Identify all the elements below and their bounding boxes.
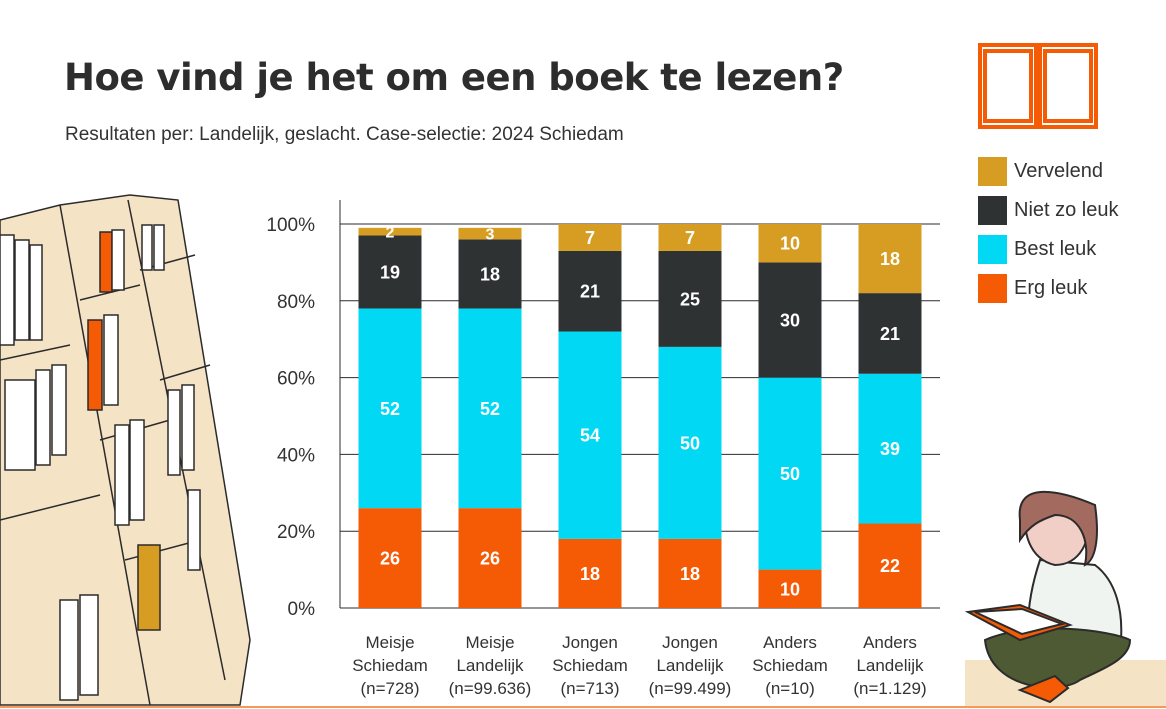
legend-label: Niet zo leuk [1014,199,1119,221]
x-tick-label: Schiedam [552,656,628,675]
data-label: 26 [480,549,500,569]
bar-segment [658,250,722,347]
bar-segment [658,346,722,539]
data-label: 2 [386,224,395,241]
x-tick-label: Jongen [562,633,618,652]
data-label: 7 [685,228,695,248]
data-label: 30 [780,310,800,330]
bottom-divider [0,706,1166,708]
x-tick-label: Jongen [662,633,718,652]
data-label: 50 [780,464,800,484]
legend-swatch [978,196,1007,225]
x-tick-label: (n=99.499) [649,679,732,698]
legend-item-niet-zo-leuk: Niet zo leuk [978,196,1119,225]
bar-segment [358,508,422,608]
y-tick-label: 40% [277,445,315,466]
bar-segment [358,235,422,309]
legend-label: Best leuk [1014,238,1097,260]
bar-segment [458,508,522,608]
data-label: 21 [580,282,600,302]
bar-segment [558,331,622,539]
bar-segment [358,227,422,236]
data-label: 26 [380,549,400,569]
data-label: 22 [880,556,900,576]
x-tick-label: (n=1.129) [853,679,926,698]
data-label: 21 [880,324,900,344]
x-tick-label: (n=713) [560,679,619,698]
x-tick-label: Landelijk [456,656,524,675]
data-label: 39 [880,439,900,459]
legend-item-best-leuk: Best leuk [978,235,1119,264]
data-label: 3 [486,226,495,243]
data-label: 25 [680,289,700,309]
bar-segment [758,262,822,378]
data-label: 18 [480,264,500,284]
legend-item-erg-leuk: Erg leuk [978,274,1119,303]
bar-segment [458,239,522,309]
page-subtitle: Resultaten per: Landelijk, geslacht. Cas… [65,124,624,145]
data-label: 50 [680,433,700,453]
bar-segment [758,569,822,608]
legend-item-vervelend: Vervelend [978,157,1119,186]
legend-label: Vervelend [1014,160,1103,182]
x-tick-label: Schiedam [352,656,428,675]
bookshelf-illustration [0,194,251,706]
bar-segment [658,224,722,251]
data-label: 18 [580,564,600,584]
page-title: Hoe vind je het om een boek te lezen? [64,56,844,99]
legend-swatch [978,157,1007,186]
x-tick-label: (n=99.636) [449,679,532,698]
data-label: 19 [380,262,400,282]
data-label: 18 [680,564,700,584]
bar-segment [558,250,622,332]
x-tick-label: Anders [863,633,917,652]
bar-segment [758,224,822,263]
legend-label: Erg leuk [1014,277,1088,299]
bar-segment [858,523,922,608]
bar-segment [858,224,922,294]
bar-segment [458,308,522,509]
x-tick-label: Landelijk [656,656,724,675]
bar-segment [358,308,422,509]
data-label: 10 [780,579,800,599]
x-tick-label: Meisje [465,633,514,652]
x-tick-label: Landelijk [856,656,924,675]
x-tick-label: (n=10) [765,679,815,698]
data-label: 52 [380,399,400,419]
bar-segment [558,224,622,251]
data-label: 54 [580,426,600,446]
data-label: 10 [780,234,800,254]
y-tick-label: 60% [277,369,315,390]
data-label: 7 [585,228,595,248]
x-tick-label: Meisje [365,633,414,652]
x-tick-label: Schiedam [752,656,828,675]
bar-segment [758,377,822,570]
bar-segment [558,538,622,608]
legend-swatch [978,235,1007,264]
x-tick-label: (n=728) [360,679,419,698]
y-tick-label: 20% [277,522,315,543]
bar-segment [858,373,922,524]
y-tick-label: 80% [277,292,315,313]
x-tick-label: Anders [763,633,817,652]
data-label: 18 [880,249,900,269]
y-tick-label: 0% [288,599,316,620]
bar-segment [858,293,922,374]
y-tick-label: 100% [266,215,315,236]
data-label: 52 [480,399,500,419]
legend-swatch [978,274,1007,303]
bar-segment [658,538,722,608]
legend: Vervelend Niet zo leuk Best leuk Erg leu… [978,157,1119,313]
bar-segment [458,227,522,240]
